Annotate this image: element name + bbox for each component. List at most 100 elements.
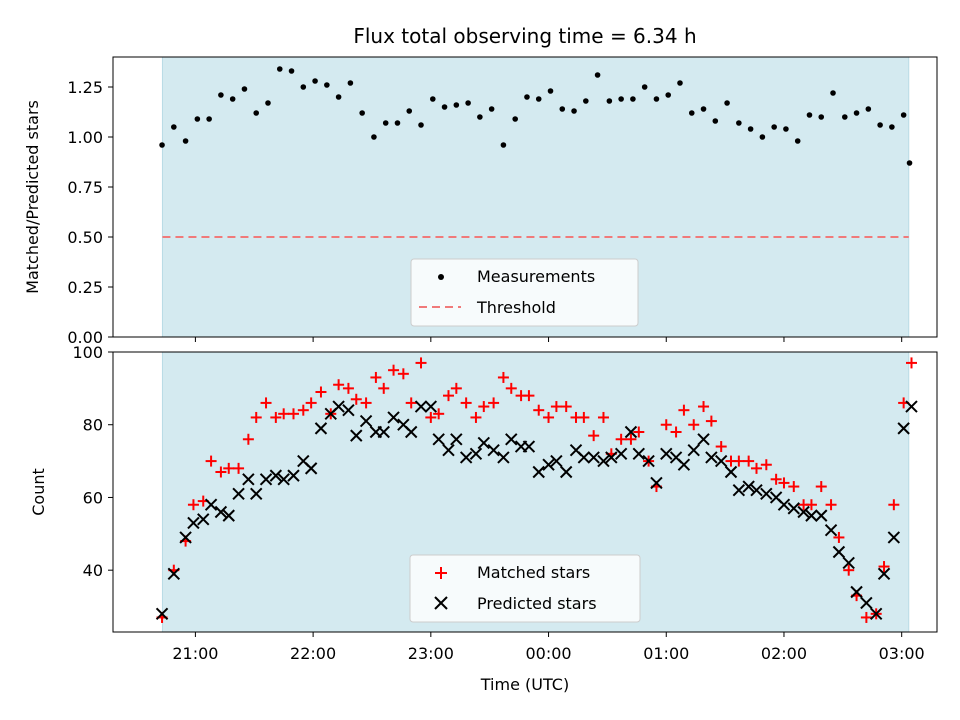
measurement-point <box>853 110 860 116</box>
matched-stars-legend-marker <box>435 567 447 579</box>
predicted-star-point <box>377 425 390 439</box>
predicted-star-point <box>414 400 428 413</box>
measurement-point <box>759 134 766 140</box>
matched-star-point <box>660 419 672 431</box>
matched-star-point <box>833 531 845 543</box>
measurement-point <box>394 120 401 126</box>
predicted-star-point <box>187 516 200 530</box>
matched-star-point <box>578 411 590 423</box>
matched-star-point <box>905 357 917 369</box>
matched-star-point <box>405 397 417 409</box>
matched-star-point <box>597 411 609 423</box>
bottom-panel: 40 60 80 100 21:00 22:00 23:00 00:00 01:00 02:00… <box>29 343 938 694</box>
predicted-star-point <box>342 403 355 417</box>
matched-star-point <box>187 499 199 511</box>
predicted-star-point <box>577 451 591 464</box>
y-tick-label: 0.00 <box>67 328 103 347</box>
matched-star-point <box>388 364 400 376</box>
measurement-point <box>677 80 683 86</box>
measurement-point <box>265 100 271 106</box>
measurement-point <box>900 112 907 118</box>
matched-star-point <box>205 455 217 467</box>
predicted-star-point <box>650 476 663 490</box>
x-tick-label: 00:00 <box>525 644 571 663</box>
predicted-star-point <box>167 567 181 581</box>
predicted-star-point <box>632 447 645 461</box>
measurement-point <box>794 138 801 144</box>
bottom-y-axis-label: Count <box>29 468 48 516</box>
y-tick-label: 1.00 <box>67 128 103 147</box>
predicted-star-point <box>197 513 210 526</box>
top-legend-box <box>410 258 639 327</box>
predicted-stars-legend-marker <box>434 596 448 610</box>
predicted-star-point <box>469 447 483 461</box>
matched-star-point <box>415 357 427 369</box>
matched-star-point <box>505 382 517 394</box>
matched-star-point <box>478 401 490 413</box>
bottom-x-ticks: 21:00 22:00 23:00 00:00 01:00 02:00 03:00 <box>172 632 925 663</box>
predicted-star-point <box>277 473 290 486</box>
measurement-point <box>300 84 307 90</box>
predicted-star-point <box>387 411 400 424</box>
bottom-plot-frame <box>112 351 938 633</box>
measurement-point <box>241 86 248 92</box>
predicted-star-point <box>897 422 910 435</box>
predicted-star-point <box>232 487 245 501</box>
predicted-star-point <box>287 469 300 482</box>
matched-star-point <box>688 419 700 431</box>
matched-star-point <box>223 462 235 474</box>
matched-star-point <box>670 426 682 438</box>
measurement-point <box>429 96 436 102</box>
measurement-point <box>171 124 177 130</box>
predicted-star-point <box>522 440 536 453</box>
measurement-point <box>547 88 554 94</box>
predicted-star-point <box>432 433 445 446</box>
matched-star-point <box>843 564 855 576</box>
predicted-star-point <box>714 454 728 468</box>
x-axis-label: Time (UTC) <box>480 675 569 694</box>
matched-star-point <box>342 382 354 394</box>
predicted-star-point <box>842 556 855 570</box>
measurement-point <box>583 98 589 104</box>
measurement-point <box>194 116 201 122</box>
measurement-point <box>253 110 260 116</box>
x-tick-label: 22:00 <box>290 644 336 663</box>
top-x-ticks <box>194 337 903 342</box>
predicted-stars-points <box>155 400 918 621</box>
predicted-star-point <box>850 585 863 599</box>
matched-star-point <box>360 397 372 409</box>
top-plot-frame <box>112 56 938 338</box>
matched-star-point <box>425 411 437 423</box>
measurement-point <box>559 106 566 112</box>
x-tick-label: 02:00 <box>761 644 807 663</box>
matched-star-point <box>615 433 627 445</box>
y-tick-label: 60 <box>83 488 103 507</box>
measurement-point <box>747 126 754 132</box>
measurement-point <box>229 96 236 102</box>
predicted-star-point <box>477 436 491 450</box>
predicted-star-point <box>450 433 463 446</box>
matched-star-point <box>633 426 645 438</box>
predicted-star-point <box>332 400 345 413</box>
measurement-point <box>159 142 165 148</box>
matched-star-point <box>433 408 445 420</box>
top-chart-title: Flux total observing time = 6.34 h <box>353 24 696 48</box>
measurement-point <box>771 124 777 130</box>
predicted-star-point <box>155 607 169 621</box>
predicted-star-point <box>660 447 673 461</box>
measurements-legend-marker <box>438 274 444 280</box>
top-panel: 0.00 0.25 0.50 0.75 1.00 1.25 Flux total obse… <box>23 24 938 347</box>
predicted-stars-legend-label: Predicted stars <box>477 594 597 613</box>
predicted-star-point <box>269 469 283 482</box>
matched-star-point <box>698 401 710 413</box>
predicted-star-point <box>242 473 255 486</box>
measurement-point <box>206 116 212 122</box>
measurement-point <box>653 96 660 102</box>
measurement-point <box>535 96 542 102</box>
top-y-ticks: 0.00 0.25 0.50 0.75 1.00 1.25 <box>67 78 113 347</box>
predicted-star-point <box>487 443 500 457</box>
matched-star-point <box>733 455 745 467</box>
measurement-point <box>288 68 295 74</box>
y-tick-label: 100 <box>72 343 103 362</box>
predicted-star-point <box>259 473 273 486</box>
